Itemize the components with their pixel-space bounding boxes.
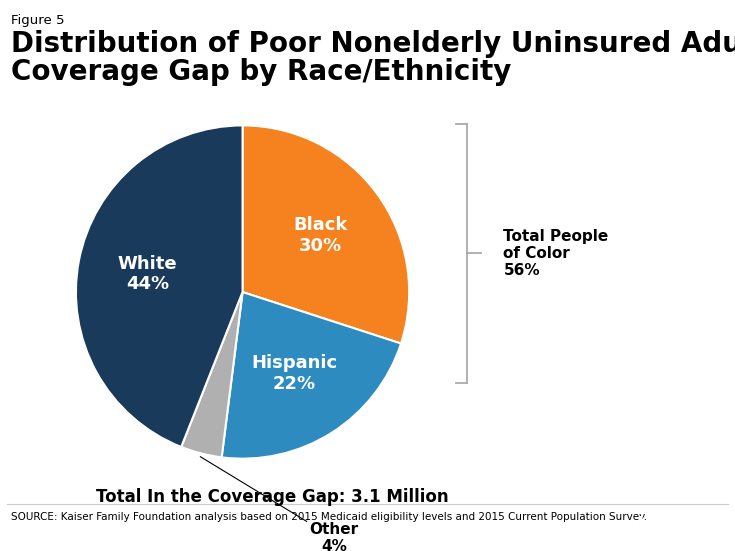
Wedge shape <box>222 292 401 458</box>
Text: Figure 5: Figure 5 <box>11 14 65 27</box>
Text: Coverage Gap by Race/Ethnicity: Coverage Gap by Race/Ethnicity <box>11 58 512 86</box>
Text: Hispanic
22%: Hispanic 22% <box>251 354 337 393</box>
Text: Total In the Coverage Gap: 3.1 Million: Total In the Coverage Gap: 3.1 Million <box>96 488 448 506</box>
Text: Total People
of Color
56%: Total People of Color 56% <box>503 229 609 278</box>
Wedge shape <box>182 292 243 457</box>
Text: FAMILY: FAMILY <box>640 524 683 534</box>
Text: SOURCE: Kaiser Family Foundation analysis based on 2015 Medicaid eligibility lev: SOURCE: Kaiser Family Foundation analysi… <box>11 512 647 522</box>
Text: Black
30%: Black 30% <box>293 216 348 255</box>
Wedge shape <box>243 126 409 343</box>
Text: Other
4%: Other 4% <box>200 457 359 551</box>
Text: FOUNDATION: FOUNDATION <box>640 536 683 541</box>
Text: KAISER: KAISER <box>639 516 684 526</box>
Wedge shape <box>76 126 243 447</box>
Text: Distribution of Poor Nonelderly Uninsured Adults in the: Distribution of Poor Nonelderly Uninsure… <box>11 30 735 58</box>
Text: White
44%: White 44% <box>118 255 177 293</box>
Text: THE HENRY J.: THE HENRY J. <box>642 509 681 514</box>
